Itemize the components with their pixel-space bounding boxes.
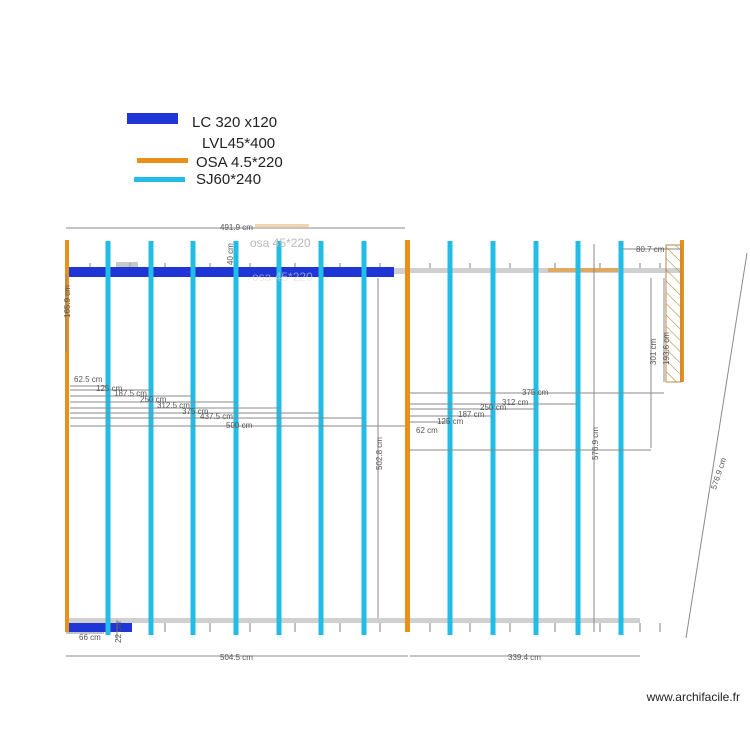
dim-right-576: 576.9 cm [591,427,600,460]
osa-post-right [680,240,684,382]
sj-joist [105,241,111,635]
right-run-label: 62 cm [416,426,438,435]
legend-label-osa: OSA 4.5*220 [196,154,283,171]
dim-lc-offset: 40 cm [226,243,235,265]
dim-bottom-left-total: 504.5 cm [220,653,253,662]
sj-joist [447,241,453,635]
dim-right-301: 301 cm [649,338,658,365]
left-run-label: 437.5 cm [200,412,233,421]
sj-joist [490,241,496,635]
left-run-label: 312.5 cm [157,401,190,410]
small-block [116,262,138,268]
sj-joists [105,241,624,635]
dim-top-width: 491.9 cm [220,223,253,232]
dimension-lines [65,227,748,657]
left-run-label: 250 cm [140,395,167,404]
right-run-label: 375 cm [522,388,549,397]
top-rail-right [408,268,680,273]
dim-left-vertical: 165.9 cm [63,285,72,318]
dim-bottom-right-total: 339.4 cm [508,653,541,662]
sj-joist [318,241,324,635]
sj-joist [618,241,624,635]
sj-joist [361,241,367,635]
dimension-line [685,252,748,639]
sj-joist [190,241,196,635]
left-run-label: 187.5 cm [114,389,147,398]
osa-ghost-label-2: osa 45*220 [252,270,313,284]
lvl-rails [66,262,680,623]
watermark: www.archifacile.fr [646,690,740,704]
left-run-label: 62.5 cm [74,375,103,384]
left-run-label: 375 cm [182,407,209,416]
osa-top-right-strip [548,268,618,272]
legend: LC 320 x120 LVL45*400 OSA 4.5*220 SJ60*2… [127,113,283,188]
right-run-label: 125 cm [437,417,464,426]
legend-swatch-lc [127,113,178,124]
legend-label-lvl: LVL45*400 [202,135,275,152]
left-run-label: 125 cm [96,384,123,393]
sj-joist [276,241,282,635]
right-run-label: 187 cm [458,410,485,419]
osa-post-middle [405,240,410,632]
sj-joist [148,241,154,635]
osa-ghost-label: osa 45*220 [250,236,311,250]
dim-bottom-66: 66 cm [79,633,101,642]
legend-label-sj: SJ60*240 [196,171,261,188]
sj-joist [533,241,539,635]
legend-swatch-sj [134,177,185,182]
dimension-labels: 491.9 cm 80.7 cm 165.9 cm 40 cm 502.8 cm… [63,223,728,662]
sj-joist [233,241,239,635]
dim-mid-height: 502.8 cm [375,437,384,470]
sj-joist [575,241,581,635]
legend-swatch-osa [137,158,188,163]
osa-post-left [65,240,69,632]
bottom-rail-right [408,618,640,623]
lc-beam-top [68,267,394,277]
right-run-label: 250 cm [480,403,507,412]
left-run-label: 500 cm [226,421,253,430]
dim-top-right: 80.7 cm [636,245,665,254]
right-run-label: 312 cm [502,398,529,407]
hatched-wall [665,244,682,383]
osa-top-ghost [255,224,309,227]
dim-bottom-22: 22 cm [114,621,123,643]
lc-beam-bottom [66,623,132,632]
dim-right-193: 193.6 cm [662,332,671,365]
legend-label-lc: LC 320 x120 [192,114,277,131]
